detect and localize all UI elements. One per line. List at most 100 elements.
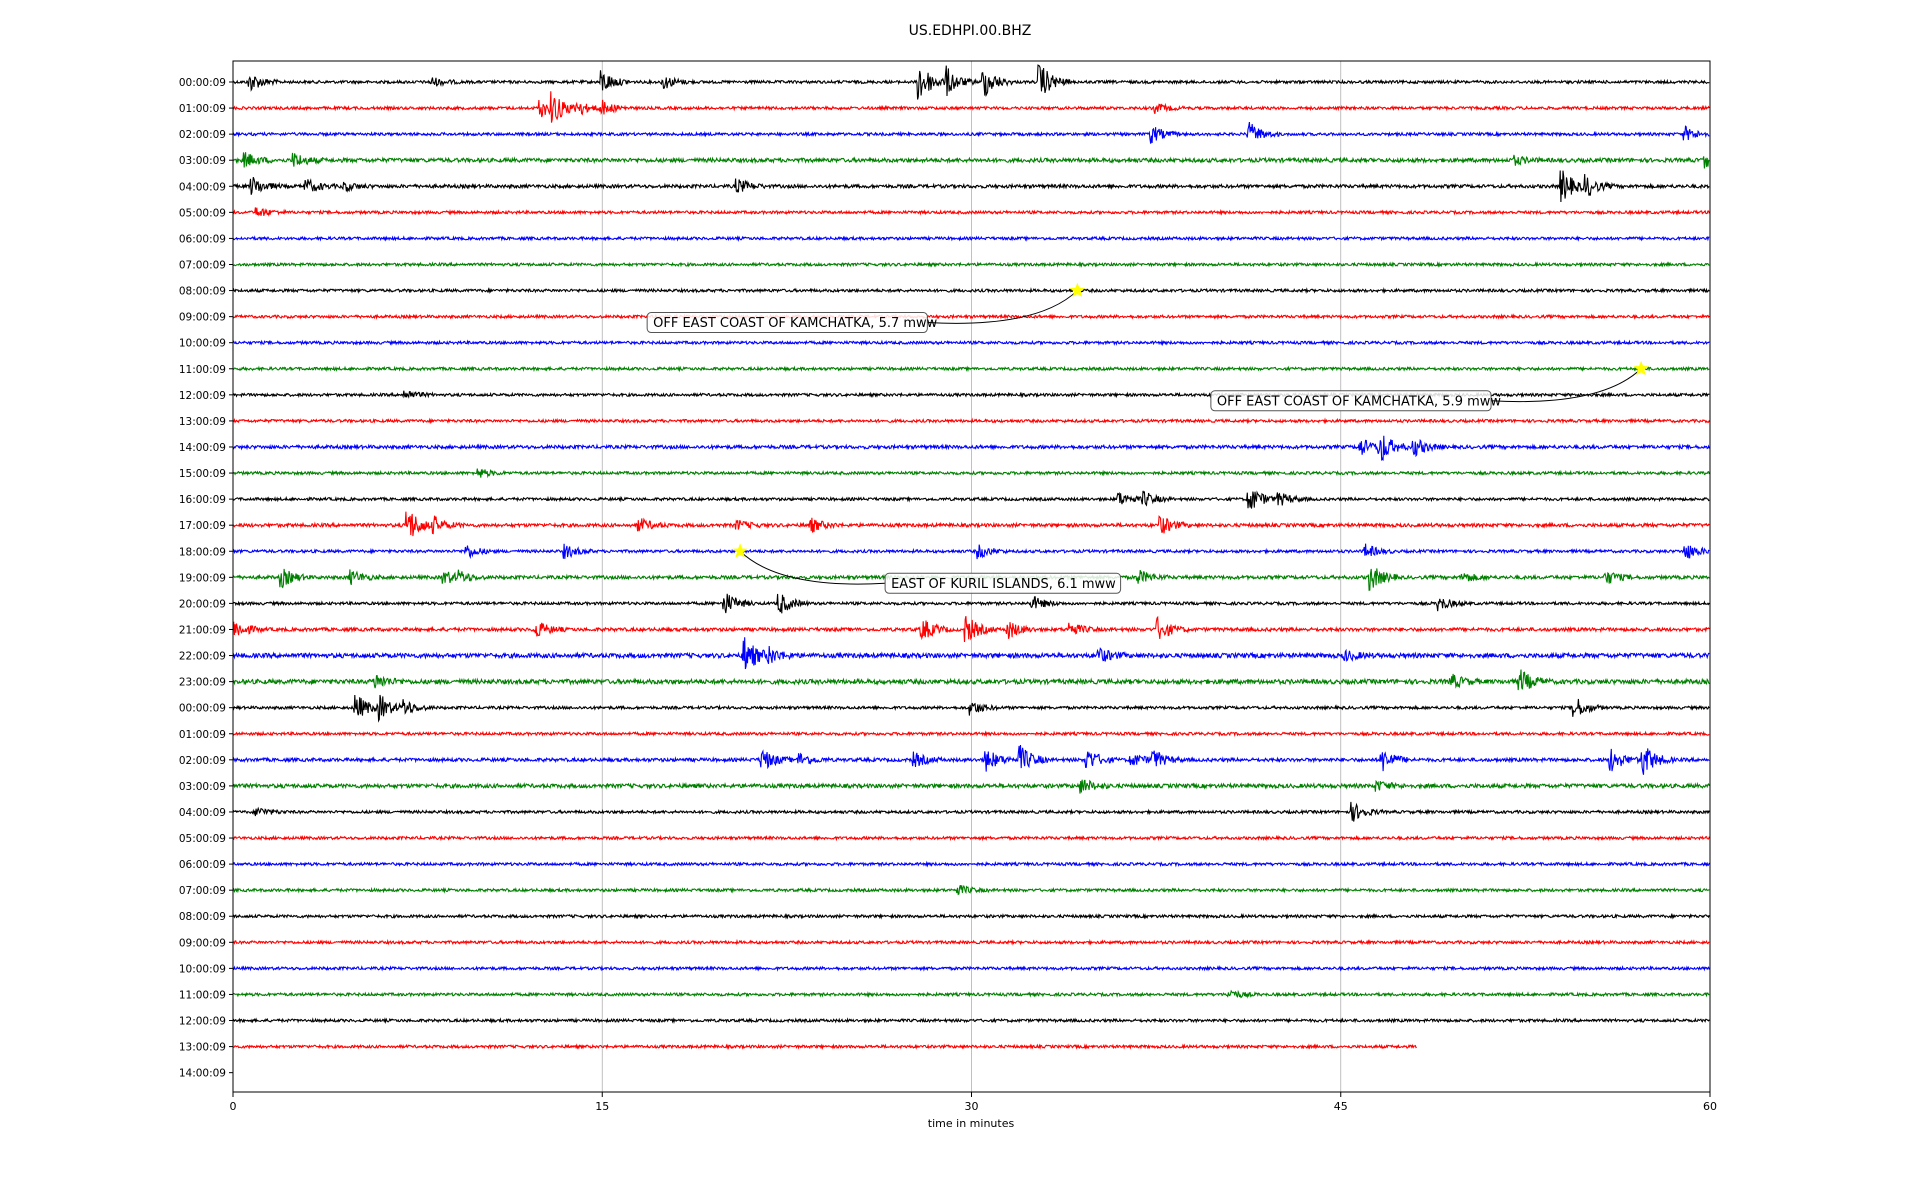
x-axis-label: time in minutes [928,1117,1015,1130]
row-time-label: 05:00:09 [179,833,226,845]
trace-line [232,261,1710,268]
trace-line [232,694,1710,723]
x-tick-label: 60 [1703,1100,1717,1113]
trace-line [232,64,1710,100]
trace-line [232,121,1710,144]
seismic-traces [232,64,1710,1050]
trace-line [232,207,1710,217]
trace-line [232,234,1710,242]
event-label-box [1210,390,1492,412]
row-time-label: 01:00:09 [179,729,226,741]
row-time-label: 10:00:09 [179,338,226,350]
row-time-label: 07:00:09 [179,259,226,271]
trace-line [232,417,1710,425]
trace-line [232,745,1710,775]
trace-line [232,1043,1417,1050]
row-time-label: 07:00:09 [179,885,226,897]
row-time-label: 15:00:09 [179,468,226,480]
row-time-label: 09:00:09 [179,937,226,949]
x-tick-label: 45 [1334,1100,1348,1113]
trace-line [232,170,1710,202]
row-time-label: 06:00:09 [179,859,226,871]
row-time-label: 02:00:09 [179,129,226,141]
x-tick-label: 0 [230,1100,237,1113]
trace-line [232,834,1710,842]
trace-line [232,365,1710,373]
trace-line [232,801,1710,822]
trace-line [232,152,1710,169]
row-time-label: 13:00:09 [179,1042,226,1054]
row-time-label: 22:00:09 [179,651,226,663]
trace-line [232,339,1710,347]
row-time-label: 03:00:09 [179,781,226,793]
trace-line [232,468,1710,479]
event-star-icon [732,543,748,558]
event-callout-line [927,290,1078,324]
trace-line [232,938,1710,946]
trace-line [232,964,1710,972]
trace-line [232,313,1710,321]
row-time-label: 02:00:09 [179,755,226,767]
row-time-label: 16:00:09 [179,494,226,506]
row-time-label: 06:00:09 [179,233,226,245]
trace-line [232,730,1710,738]
event-star-icon [1069,282,1085,297]
row-time-label: 00:00:09 [179,703,226,715]
row-time-label: 12:00:09 [179,1016,226,1028]
row-time-label: 13:00:09 [179,416,226,428]
row-time-label: 14:00:09 [179,1068,226,1080]
event-label: OFF EAST COAST OF KAMCHATKA, 5.9 mww [1217,394,1502,409]
x-tick-label: 30 [965,1100,979,1113]
event-label: EAST OF KURIL ISLANDS, 6.1 mww [891,577,1116,592]
row-time-label: 00:00:09 [179,77,226,89]
trace-line [232,287,1710,294]
trace-line [232,615,1710,642]
x-tick-label: 15 [595,1100,609,1113]
row-time-label: 04:00:09 [179,807,226,819]
row-time-label: 03:00:09 [179,155,226,167]
row-time-label: 10:00:09 [179,963,226,975]
row-time-label: 08:00:09 [179,911,226,923]
row-time-label: 11:00:09 [179,989,226,1001]
chart-title: US.EDHPI.00.BHZ [909,23,1032,39]
trace-line [232,490,1710,509]
row-time-label: 04:00:09 [179,181,226,193]
trace-line [232,989,1710,999]
x-axis-ticks: 0 15 30 45 60 [230,1092,1717,1113]
event-callout-line [1491,368,1642,403]
row-time-label: 14:00:09 [179,442,226,454]
row-time-label: 11:00:09 [179,364,226,376]
trace-line [232,1017,1710,1025]
row-time-label: 17:00:09 [179,520,226,532]
trace-line [232,884,1710,896]
trace-line [232,637,1710,670]
row-time-label: 20:00:09 [179,598,226,610]
event-label-box [646,312,928,334]
trace-line [232,511,1710,537]
trace-line [232,860,1710,868]
event-label-box [884,572,1122,594]
axes-frame [232,60,1711,1093]
trace-line [232,669,1710,691]
event-callout-line [739,550,886,585]
trace-line [232,593,1710,614]
row-time-labels: 00:00:09 01:00:09 02:00:09 03:00:09 04:00:09… [179,77,233,1080]
row-time-label: 05:00:09 [179,207,226,219]
event-annotations: OFF EAST COAST OF KAMCHATKA, 5.7 mww OFF … [646,282,1649,594]
trace-line [232,779,1710,794]
row-time-label: 08:00:09 [179,286,226,298]
trace-line [232,912,1710,920]
row-time-label: 18:00:09 [179,546,226,558]
trace-line [232,91,1710,123]
row-time-label: 12:00:09 [179,390,226,402]
row-time-label: 23:00:09 [179,677,226,689]
row-time-label: 09:00:09 [179,312,226,324]
event-label: OFF EAST COAST OF KAMCHATKA, 5.7 mww [653,316,938,331]
row-time-label: 19:00:09 [179,572,226,584]
event-star-icon [1633,360,1649,376]
trace-line [232,543,1710,560]
row-time-label: 01:00:09 [179,103,226,115]
row-time-label: 21:00:09 [179,624,226,636]
